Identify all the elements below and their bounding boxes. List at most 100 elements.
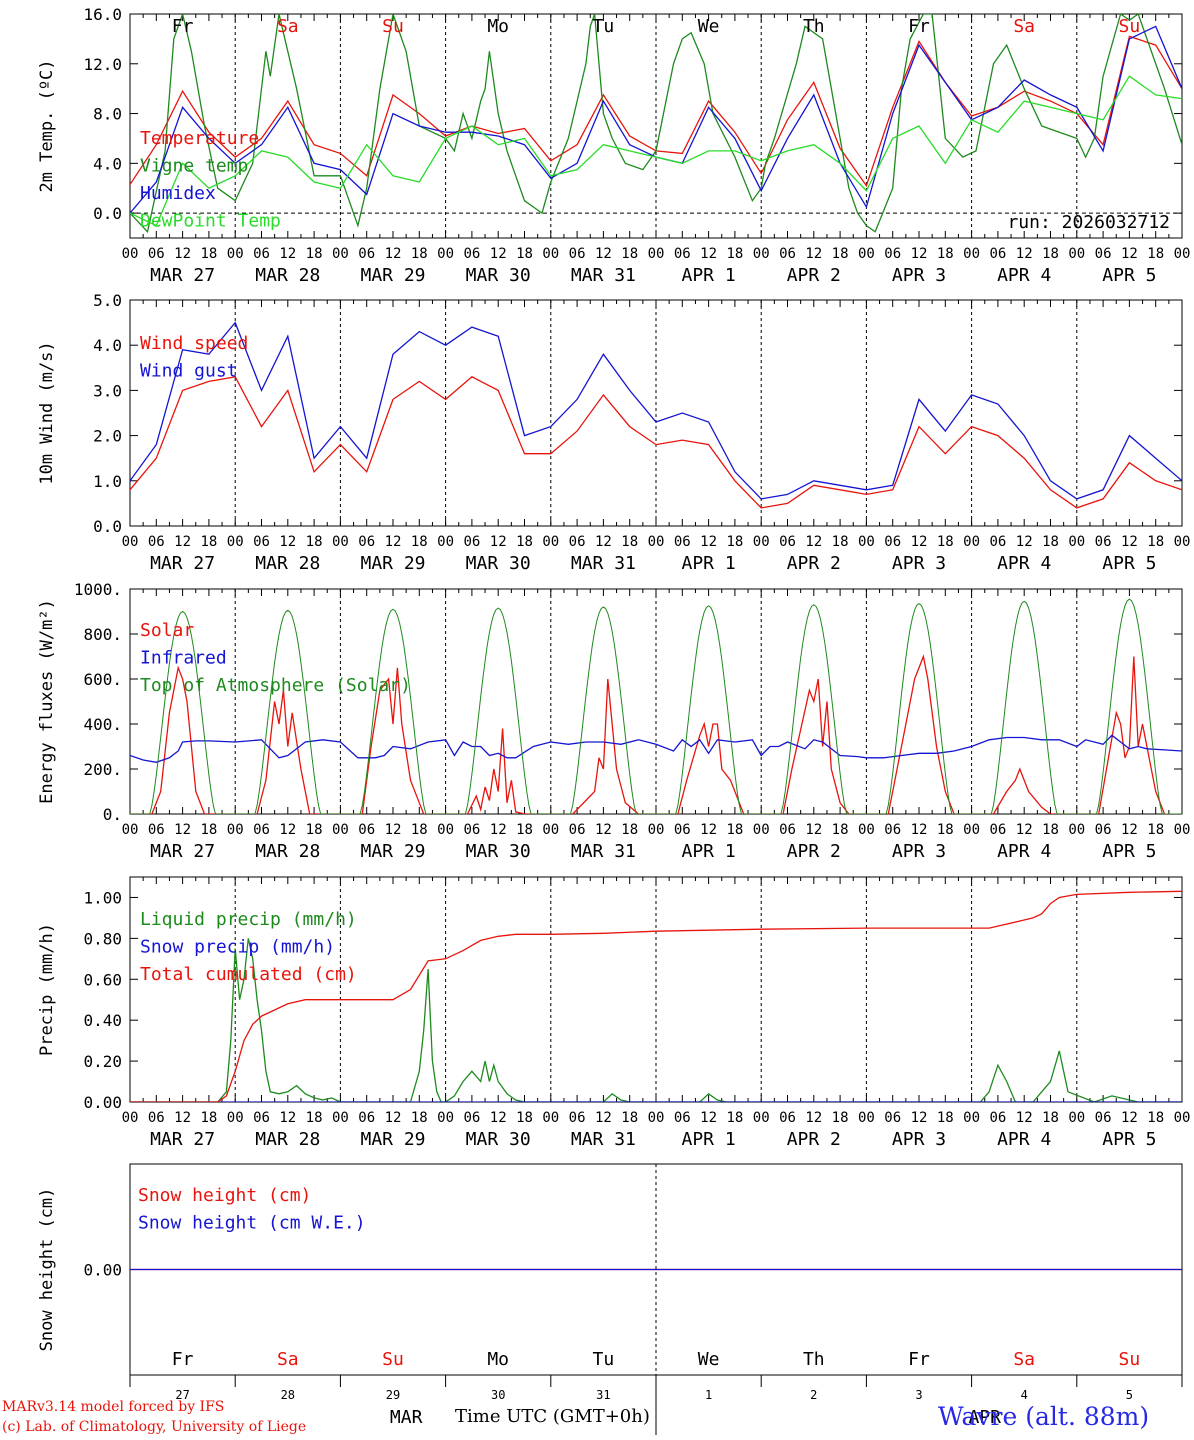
hour-tick-label: 06: [463, 534, 480, 550]
day-number-label: 5: [1126, 1388, 1133, 1402]
hour-tick-label: 12: [279, 534, 296, 550]
date-label: MAR 30: [466, 1129, 531, 1150]
day-number-label: 29: [386, 1388, 400, 1402]
day-name-label: Fr: [908, 1349, 930, 1370]
date-label: APR 3: [892, 841, 946, 862]
hour-tick-label: 06: [463, 1110, 480, 1126]
hour-tick-label: 18: [1147, 246, 1164, 262]
hour-tick-label: 00: [122, 534, 139, 550]
date-label: APR 2: [787, 1129, 841, 1150]
y-tick-label: 4.0: [93, 336, 122, 355]
hour-tick-label: 00: [122, 246, 139, 262]
hour-tick-label: 00: [1174, 246, 1191, 262]
day-name-label: We: [698, 1349, 720, 1370]
hour-tick-label: 18: [832, 1110, 849, 1126]
series-line-wind-speed: [130, 376, 1182, 509]
series-line-total-cumulated-cm: [130, 890, 1182, 1102]
date-label: APR 5: [1102, 841, 1156, 862]
legend-snow-height-cm-w-e: Snow height (cm W.E.): [138, 1213, 366, 1234]
y-tick-label: 3.0: [93, 381, 122, 400]
day-name-label: Mo: [487, 1349, 509, 1370]
hour-tick-label: 12: [595, 822, 612, 838]
hour-tick-label: 12: [1121, 534, 1138, 550]
date-label: APR 5: [1102, 265, 1156, 286]
data-layer: [130, 890, 1182, 1102]
hour-tick-label: 00: [542, 246, 559, 262]
date-label: MAR 28: [255, 265, 320, 286]
hour-tick-label: 18: [516, 246, 533, 262]
hour-tick-label: 18: [832, 534, 849, 550]
hour-tick-label: 00: [858, 822, 875, 838]
y-tick-label: 0.00: [83, 1261, 122, 1280]
hour-tick-label: 12: [595, 1110, 612, 1126]
series-line-wind-gust: [130, 321, 1182, 500]
hour-tick-label: 00: [753, 534, 770, 550]
hour-tick-label: 00: [542, 822, 559, 838]
date-label: MAR 27: [150, 1129, 215, 1150]
hour-tick-label: 18: [516, 822, 533, 838]
hour-tick-label: 00: [963, 1110, 980, 1126]
hour-tick-label: 18: [1042, 534, 1059, 550]
hour-tick-label: 06: [463, 246, 480, 262]
hour-tick-label: 00: [332, 246, 349, 262]
y-tick-label: 800.: [83, 625, 122, 644]
hour-tick-label: 00: [227, 822, 244, 838]
hour-tick-label: 12: [279, 246, 296, 262]
hour-tick-label: 12: [595, 534, 612, 550]
hour-tick-label: 06: [779, 1110, 796, 1126]
hour-tick-label: 18: [1147, 1110, 1164, 1126]
hour-tick-label: 18: [1042, 1110, 1059, 1126]
hour-tick-label: 06: [569, 822, 586, 838]
hour-tick-label: 00: [542, 534, 559, 550]
date-label: APR 4: [997, 841, 1051, 862]
date-label: MAR 31: [571, 841, 636, 862]
panel-4: 0.00 0.20 0.40 0.60 0.80 1.00 Precip (mm/h) Liq…: [37, 876, 1190, 1150]
date-label: APR 2: [787, 265, 841, 286]
hour-tick-label: 18: [200, 534, 217, 550]
hour-tick-label: 00: [753, 822, 770, 838]
hour-tick-label: 06: [148, 822, 165, 838]
hour-tick-label: 06: [884, 1110, 901, 1126]
hour-tick-label: 00: [648, 246, 665, 262]
y-tick-label: 0.0: [93, 517, 122, 536]
legend-dewpoint-temp: DewPoint Temp: [140, 211, 281, 232]
hour-tick-label: 12: [911, 1110, 928, 1126]
hour-tick-label: 06: [884, 534, 901, 550]
date-label: MAR 31: [571, 1129, 636, 1150]
hour-tick-label: 06: [989, 822, 1006, 838]
hour-tick-label: 06: [674, 534, 691, 550]
day-name-label: Sa: [1013, 1349, 1035, 1370]
hour-tick-label: 12: [911, 534, 928, 550]
hour-tick-label: 00: [332, 534, 349, 550]
date-label: APR 4: [997, 1129, 1051, 1150]
hour-tick-label: 12: [1016, 822, 1033, 838]
hour-tick-label: 00: [1068, 246, 1085, 262]
date-label: MAR 28: [255, 841, 320, 862]
hour-tick-label: 12: [279, 822, 296, 838]
y-tick-label: 0.40: [83, 1011, 122, 1030]
month-label: APR: [968, 1407, 1001, 1428]
date-label: APR 1: [682, 265, 736, 286]
date-label: MAR 28: [255, 553, 320, 574]
day-name-label: Su: [1119, 1349, 1141, 1370]
hour-tick-label: 00: [437, 1110, 454, 1126]
hour-tick-label: 12: [385, 246, 402, 262]
hour-tick-label: 12: [595, 246, 612, 262]
hour-tick-label: 18: [411, 1110, 428, 1126]
date-label: MAR 27: [150, 553, 215, 574]
panel-5: 0.00 Snow height (cm) Snow height (cm) Snow…: [37, 1163, 1183, 1435]
day-name-label: Sa: [277, 1349, 299, 1370]
legend-total-cumulated-cm: Total cumulated (cm): [140, 964, 357, 985]
hour-tick-label: 06: [779, 534, 796, 550]
hour-tick-label: 12: [490, 246, 507, 262]
y-axis-label: Snow height (cm): [37, 1188, 57, 1352]
hour-tick-label: 06: [569, 1110, 586, 1126]
day-number-label: 4: [1021, 1388, 1028, 1402]
date-label: MAR 30: [466, 841, 531, 862]
hour-tick-label: 12: [279, 1110, 296, 1126]
hour-tick-label: 06: [674, 822, 691, 838]
hour-tick-label: 18: [937, 246, 954, 262]
hour-tick-label: 12: [700, 246, 717, 262]
hour-tick-label: 00: [753, 1110, 770, 1126]
